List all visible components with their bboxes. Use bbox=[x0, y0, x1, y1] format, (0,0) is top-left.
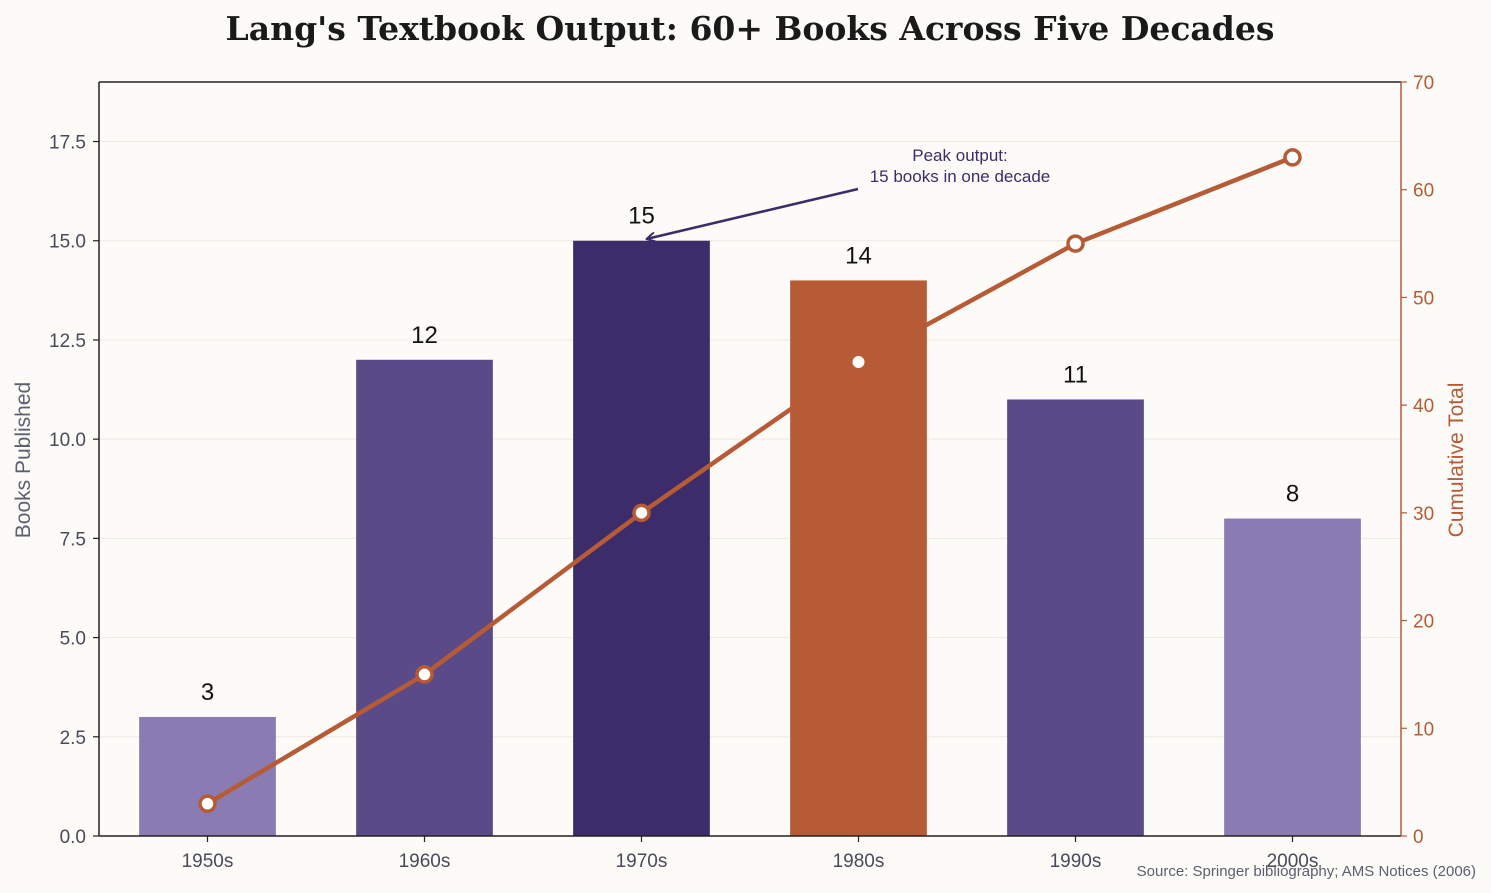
x-tick-label: 1960s bbox=[399, 851, 451, 872]
y-tick-label-left: 10.0 bbox=[49, 430, 86, 451]
source-note: Source: Springer bibliography; AMS Notic… bbox=[1137, 863, 1476, 880]
annotation-line-2: 15 books in one decade bbox=[870, 167, 1051, 186]
y-tick-label-left: 5.0 bbox=[60, 629, 86, 650]
y-tick-label-right: 10 bbox=[1413, 719, 1434, 740]
y-tick-label-right: 60 bbox=[1413, 181, 1434, 202]
cumulative-point bbox=[1066, 234, 1085, 253]
bar-value-label: 3 bbox=[201, 679, 214, 706]
labels: 0.0 2.5 5.0 7.5 10.0 12.5 15.0 17.5 0 10 20 30 40 50 6… bbox=[49, 73, 1434, 872]
y-tick-label-left: 15.0 bbox=[49, 232, 86, 253]
y-axis-label-right: Cumulative Total bbox=[1445, 383, 1468, 538]
y-tick-label-right: 50 bbox=[1413, 288, 1434, 309]
x-tick-label: 2000s bbox=[1267, 851, 1319, 872]
y-tick-label-right: 20 bbox=[1413, 612, 1434, 633]
cumulative-point bbox=[1283, 148, 1302, 167]
y-tick-label-left: 7.5 bbox=[60, 529, 86, 550]
cumulative-point bbox=[198, 794, 217, 813]
axes bbox=[93, 81, 1407, 842]
x-tick-label: 1980s bbox=[833, 851, 885, 872]
y-axis-label-left: Books Published bbox=[12, 382, 35, 538]
y-tick-label-right: 40 bbox=[1413, 396, 1434, 417]
cumulative-point bbox=[852, 356, 865, 369]
bar-value-label: 14 bbox=[845, 242, 872, 269]
y-tick-label-left: 12.5 bbox=[49, 331, 86, 352]
annotation-line-1: Peak output: bbox=[912, 146, 1007, 165]
chart-title: Lang's Textbook Output: 60+ Books Across… bbox=[226, 9, 1275, 48]
bar-value-label: 12 bbox=[411, 322, 438, 349]
x-tick-label: 1950s bbox=[182, 851, 234, 872]
bar-1990s bbox=[1007, 399, 1144, 836]
y-tick-label-right: 0 bbox=[1413, 827, 1424, 848]
bar-1980s bbox=[790, 280, 927, 837]
bars bbox=[139, 240, 1361, 837]
grid bbox=[99, 141, 1401, 738]
cumulative-line-path bbox=[205, 155, 1295, 806]
bar-1970s bbox=[573, 240, 710, 837]
y-tick-label-left: 2.5 bbox=[60, 728, 86, 749]
x-tick-label: 1970s bbox=[616, 851, 668, 872]
bar-value-label: 15 bbox=[628, 203, 655, 230]
bar-1960s bbox=[356, 359, 493, 836]
bar-value-label: 11 bbox=[1063, 361, 1088, 388]
bar-2000s bbox=[1224, 518, 1361, 836]
y-tick-label-left: 0.0 bbox=[60, 827, 86, 848]
cumulative-line bbox=[198, 148, 1302, 813]
y-tick-label-right: 70 bbox=[1413, 73, 1434, 94]
annotation-arrow bbox=[648, 187, 859, 239]
x-tick-label: 1990s bbox=[1050, 851, 1102, 872]
cumulative-point bbox=[415, 665, 434, 684]
cumulative-point bbox=[632, 503, 651, 523]
y-tick-label-left: 17.5 bbox=[49, 133, 86, 154]
y-tick-label-right: 30 bbox=[1413, 504, 1434, 525]
bar-value-label: 8 bbox=[1286, 481, 1299, 508]
